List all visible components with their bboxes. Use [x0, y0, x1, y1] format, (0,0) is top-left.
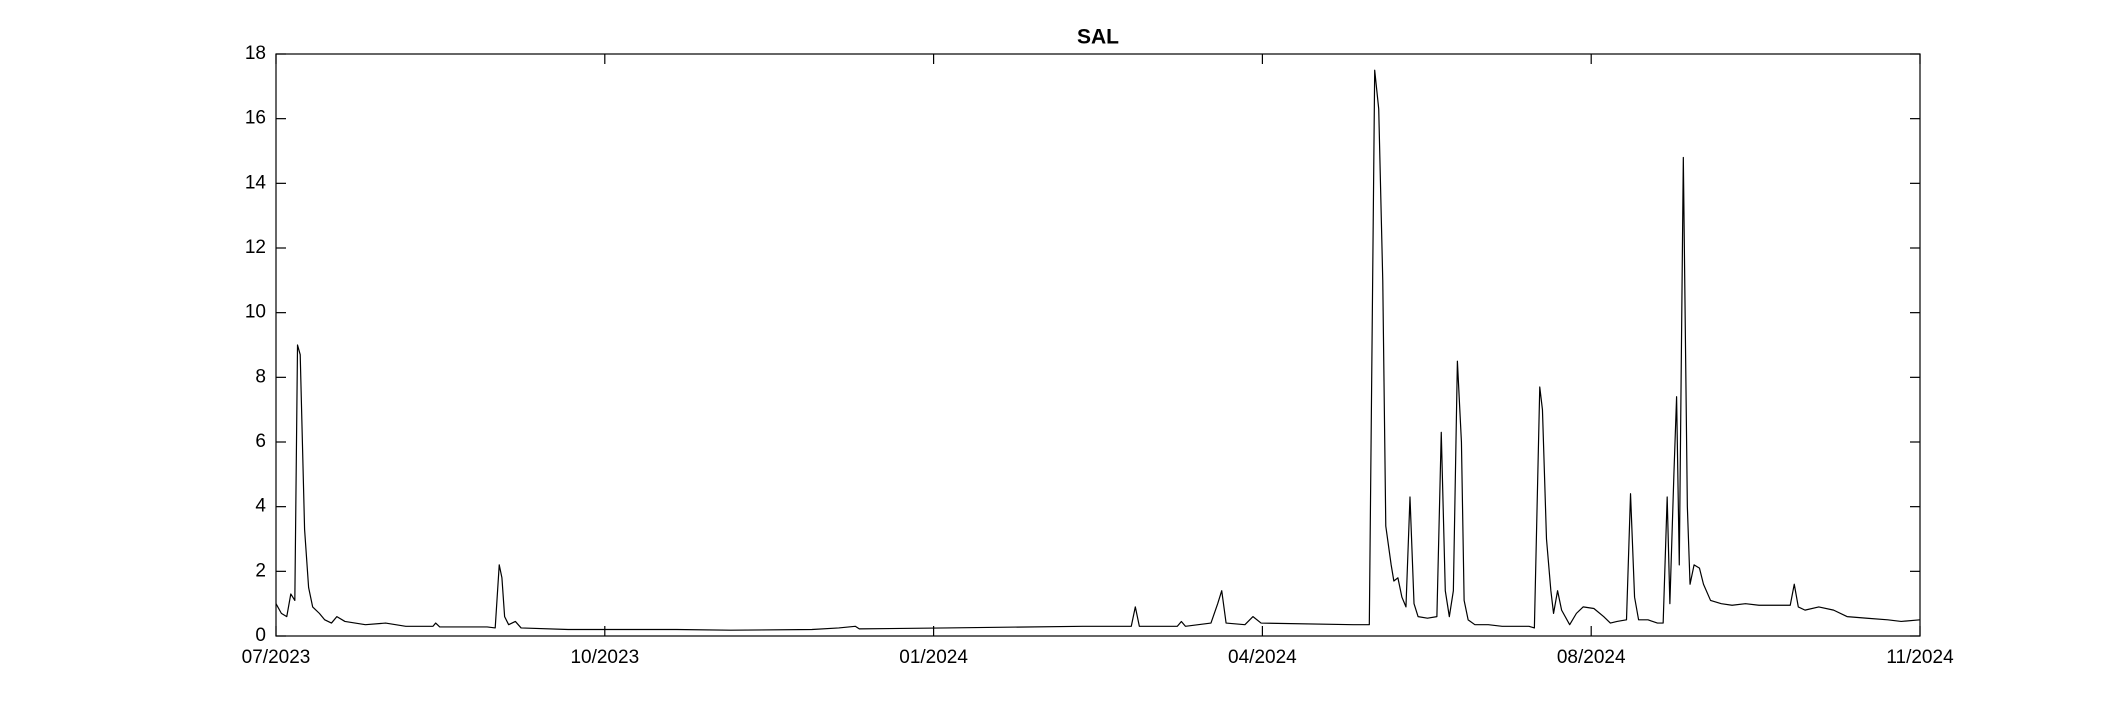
y-tick-label: 12 [245, 237, 266, 258]
y-tick-label: 0 [255, 625, 266, 646]
x-tick-label: 01/2024 [899, 647, 968, 668]
y-tick-label: 2 [255, 560, 266, 581]
y-tick-label: 16 [245, 108, 266, 129]
plot-frame [275, 53, 1921, 637]
y-tick-label: 10 [245, 302, 266, 323]
y-tick-label: 4 [255, 496, 266, 517]
y-tick-label: 14 [245, 172, 267, 193]
data-line [275, 69, 1921, 631]
y-tick-label: 8 [255, 366, 266, 387]
x-tick-label: 10/2023 [570, 647, 639, 668]
chart-title: SAL [1077, 26, 1119, 49]
x-tick-label: 08/2024 [1557, 647, 1626, 668]
y-tick-label: 6 [255, 431, 266, 452]
x-tick-label: 11/2024 [1886, 647, 1954, 668]
y-tick-label: 18 [245, 43, 266, 64]
x-tick-label: 07/2023 [242, 647, 311, 668]
x-tick-label: 04/2024 [1228, 647, 1297, 668]
